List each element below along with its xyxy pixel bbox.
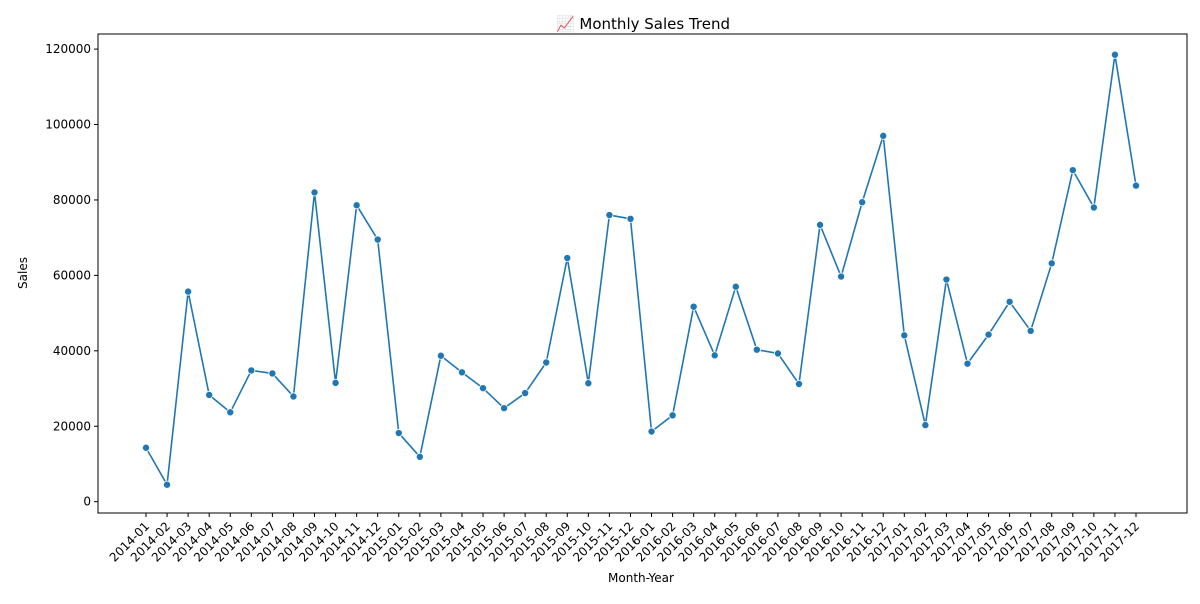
- data-point: [373, 235, 382, 244]
- data-point: [310, 188, 319, 197]
- y-tick-label: 100000: [45, 118, 91, 132]
- data-point: [942, 275, 951, 284]
- data-point: [394, 429, 403, 438]
- y-axis: 0 20000 40000 60000 80000 100000 120000: [45, 42, 98, 509]
- plot-frame: [97, 33, 1188, 514]
- data-point: [689, 302, 698, 311]
- data-point: [331, 378, 340, 387]
- data-point: [794, 380, 803, 389]
- data-point: [1132, 181, 1141, 190]
- y-tick-label: 80000: [53, 193, 91, 207]
- data-point: [268, 369, 277, 378]
- data-point: [1110, 50, 1119, 59]
- data-point: [773, 349, 782, 358]
- data-point: [900, 331, 909, 340]
- data-point: [542, 358, 551, 367]
- data-point: [816, 220, 825, 229]
- data-point: [1068, 166, 1077, 175]
- data-point: [352, 201, 361, 210]
- data-point: [837, 272, 846, 281]
- data-point: [668, 411, 677, 420]
- y-tick-label: 20000: [53, 419, 91, 433]
- data-point: [626, 214, 635, 223]
- data-point: [184, 287, 193, 296]
- data-point: [921, 421, 930, 430]
- data-point: [521, 389, 530, 398]
- data-point: [1089, 203, 1098, 212]
- data-point: [1005, 297, 1014, 306]
- y-axis-label: Sales: [16, 257, 30, 289]
- x-axis-label: Month-Year: [608, 571, 674, 585]
- series-layer: [141, 50, 1141, 489]
- data-point: [984, 330, 993, 339]
- x-axis: 2014-012014-022014-032014-042014-052014-…: [107, 513, 1142, 565]
- data-point: [605, 211, 614, 220]
- data-point: [963, 359, 972, 368]
- data-point: [710, 351, 719, 360]
- data-point: [479, 384, 488, 393]
- data-point: [141, 443, 150, 452]
- data-point: [1047, 259, 1056, 268]
- data-point: [647, 427, 656, 436]
- data-point: [289, 392, 298, 401]
- chart-title: 📈 Monthly Sales Trend: [556, 15, 730, 33]
- data-point: [226, 408, 235, 417]
- data-point: [563, 254, 572, 263]
- data-point: [879, 131, 888, 140]
- data-point: [584, 379, 593, 388]
- series-line: [145, 53, 1137, 486]
- y-tick-label: 120000: [45, 42, 91, 56]
- data-point: [415, 452, 424, 461]
- data-point: [752, 345, 761, 354]
- data-point: [1026, 326, 1035, 335]
- data-point: [858, 198, 867, 207]
- data-point: [205, 390, 214, 399]
- data-point: [163, 480, 172, 489]
- data-point: [457, 368, 466, 377]
- y-tick-label: 40000: [53, 344, 91, 358]
- data-point: [500, 404, 509, 413]
- y-tick-label: 60000: [53, 268, 91, 282]
- data-point: [731, 282, 740, 291]
- y-tick-label: 0: [83, 495, 91, 509]
- data-point: [247, 366, 256, 375]
- data-point: [436, 351, 445, 360]
